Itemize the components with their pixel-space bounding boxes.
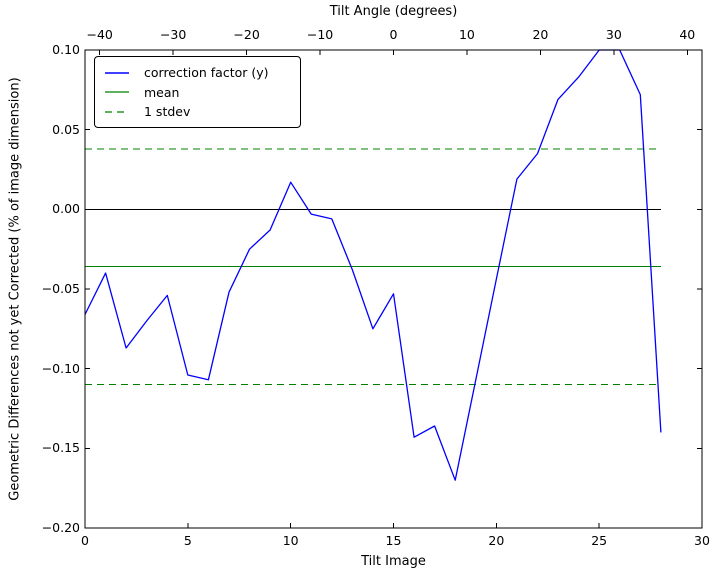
legend-line-sample-green-solid	[105, 91, 129, 93]
top-tick-label: −20	[233, 27, 260, 42]
x-tick-label: 30	[694, 533, 710, 548]
top-axis-label: Tilt Angle (degrees)	[329, 4, 458, 19]
legend-line-sample-green-dashed	[105, 111, 129, 113]
legend: correction factor (y) mean 1 stdev	[94, 56, 301, 128]
top-tick-label: −30	[159, 27, 187, 42]
y-axis-label: Geometric Differences not yet Corrected …	[7, 77, 23, 501]
top-tick-label: 0	[389, 27, 398, 42]
x-tick-label: 0	[81, 533, 89, 548]
top-tick-label: 10	[458, 27, 475, 42]
y-tick-label: −0.20	[41, 520, 80, 535]
legend-item: 1 stdev	[104, 102, 300, 122]
bottom-axis-label: Tilt Image	[361, 554, 426, 569]
legend-item-label: correction factor (y)	[144, 65, 269, 81]
legend-item: correction factor (y)	[104, 63, 300, 83]
y-tick-label: −0.15	[41, 440, 80, 456]
y-tick-label: 0.10	[52, 42, 80, 57]
legend-item-label: 1 stdev	[144, 104, 191, 120]
y-tick-label: −0.10	[41, 360, 80, 376]
x-tick-label: 25	[591, 533, 608, 548]
top-tick-label: 30	[605, 27, 622, 42]
x-tick-label: 20	[488, 533, 505, 548]
top-tick-label: 40	[679, 27, 696, 42]
y-tick-label: 0.05	[52, 121, 80, 137]
legend-item-label: mean	[144, 84, 180, 100]
legend-line-sample-blue	[105, 72, 129, 74]
x-tick-label: 15	[385, 533, 402, 548]
x-tick-label: 5	[183, 533, 192, 548]
top-tick-label: −40	[86, 27, 113, 42]
x-tick-label: 10	[282, 533, 299, 548]
top-tick-label: −10	[306, 27, 334, 42]
y-tick-label: −0.05	[41, 281, 80, 296]
top-tick-label: 20	[532, 27, 549, 42]
y-tick-label: 0.00	[52, 201, 80, 217]
legend-item: mean	[104, 83, 300, 103]
